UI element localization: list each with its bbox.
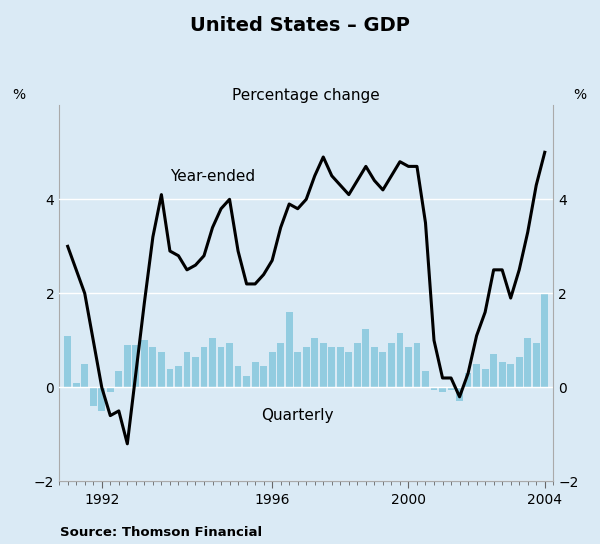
Bar: [184, 352, 190, 387]
Title: Percentage change: Percentage change: [232, 88, 380, 103]
Bar: [115, 371, 122, 387]
Bar: [200, 348, 208, 387]
Bar: [107, 387, 113, 392]
Bar: [73, 382, 80, 387]
Bar: [64, 336, 71, 387]
Bar: [516, 357, 523, 387]
Bar: [405, 348, 412, 387]
Bar: [218, 348, 224, 387]
Bar: [277, 343, 284, 387]
Bar: [260, 366, 267, 387]
Bar: [524, 338, 531, 387]
Bar: [413, 343, 421, 387]
Bar: [243, 376, 250, 387]
Bar: [541, 293, 548, 387]
Bar: [439, 387, 446, 392]
Bar: [82, 364, 88, 387]
Text: %: %: [12, 88, 25, 102]
Bar: [303, 348, 310, 387]
Bar: [158, 352, 165, 387]
Bar: [490, 355, 497, 387]
Bar: [507, 364, 514, 387]
Bar: [294, 352, 301, 387]
Bar: [98, 387, 105, 411]
Bar: [124, 345, 131, 387]
Text: Source: Thomson Financial: Source: Thomson Financial: [60, 526, 262, 539]
Bar: [533, 343, 539, 387]
Text: Quarterly: Quarterly: [262, 409, 334, 423]
Bar: [354, 343, 361, 387]
Text: United States – GDP: United States – GDP: [190, 16, 410, 35]
Bar: [397, 333, 403, 387]
Bar: [448, 387, 454, 390]
Bar: [464, 373, 472, 387]
Bar: [252, 362, 259, 387]
Bar: [456, 387, 463, 401]
Bar: [422, 371, 429, 387]
Text: Year-ended: Year-ended: [170, 169, 255, 183]
Bar: [209, 338, 216, 387]
Bar: [371, 348, 378, 387]
Bar: [286, 312, 293, 387]
Bar: [235, 366, 241, 387]
Bar: [269, 352, 275, 387]
Bar: [346, 352, 352, 387]
Bar: [431, 387, 437, 390]
Bar: [379, 352, 386, 387]
Bar: [337, 348, 344, 387]
Bar: [482, 369, 488, 387]
Bar: [175, 366, 182, 387]
Text: %: %: [573, 88, 586, 102]
Bar: [226, 343, 233, 387]
Bar: [328, 348, 335, 387]
Bar: [388, 343, 395, 387]
Bar: [362, 329, 369, 387]
Bar: [167, 369, 173, 387]
Bar: [149, 348, 156, 387]
Bar: [133, 345, 139, 387]
Bar: [499, 362, 506, 387]
Bar: [320, 343, 326, 387]
Bar: [141, 341, 148, 387]
Bar: [192, 357, 199, 387]
Bar: [473, 364, 480, 387]
Bar: [311, 338, 318, 387]
Bar: [90, 387, 97, 406]
